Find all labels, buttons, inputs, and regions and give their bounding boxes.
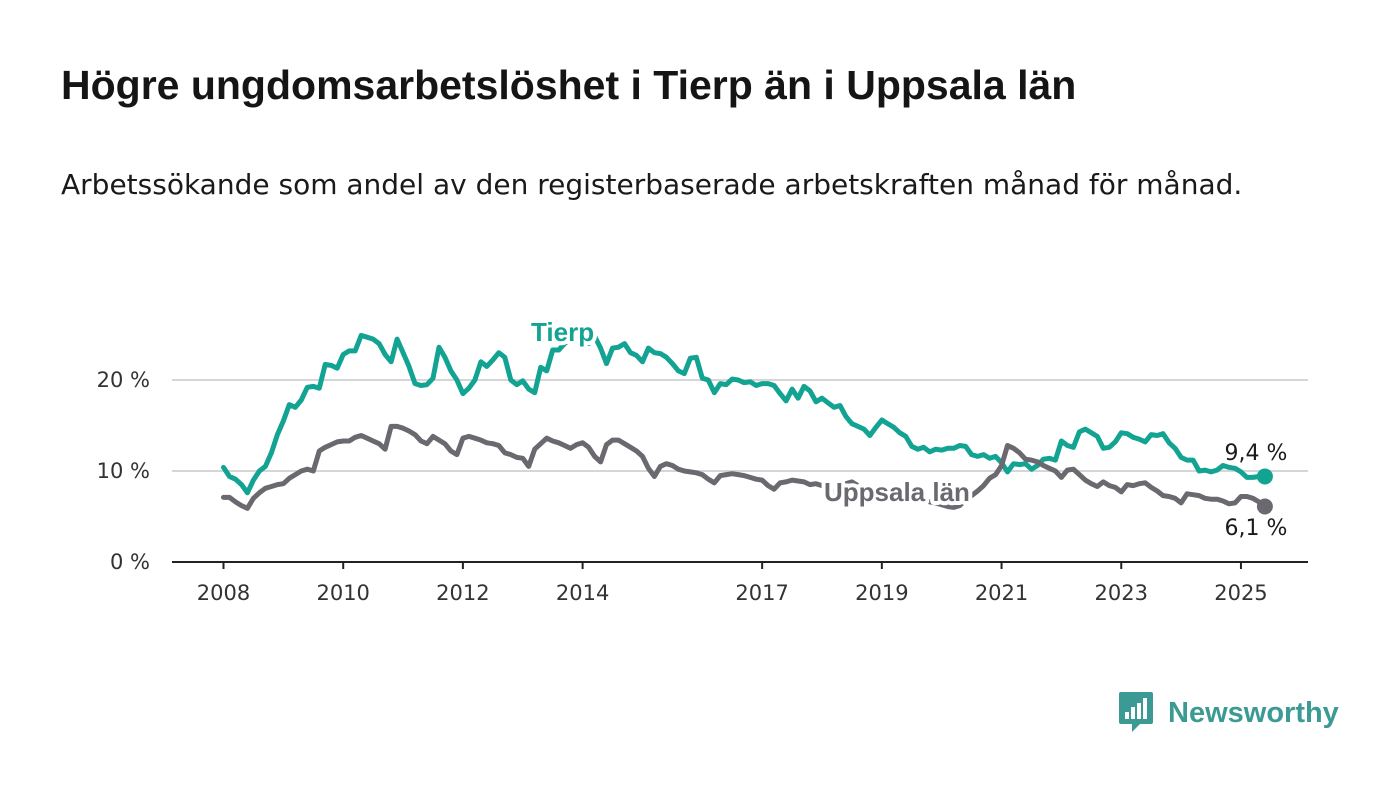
newsworthy-logo-icon bbox=[1119, 692, 1153, 732]
x-tick-label: 2023 bbox=[1095, 581, 1148, 605]
x-tick-label: 2014 bbox=[556, 581, 609, 605]
uppsala-lan-series-label: Uppsala län bbox=[824, 477, 970, 507]
y-tick-label: 20 % bbox=[97, 368, 150, 392]
tierp-line bbox=[221, 330, 1268, 496]
x-tick-label: 2019 bbox=[855, 581, 908, 605]
uppsala-lan-end-label-halo: 6,1 % bbox=[1225, 516, 1288, 541]
tierp-end-label: 9,4 % bbox=[1225, 441, 1288, 466]
tierp-end-point bbox=[1256, 468, 1273, 485]
x-tick-label: 2017 bbox=[735, 581, 788, 605]
uppsala-lan-line bbox=[221, 423, 1268, 511]
y-tick-label: 0 % bbox=[110, 550, 150, 574]
tierp-end-label-halo: 9,4 % bbox=[1225, 441, 1288, 466]
uppsala-lan-series-label-halo: Uppsala län bbox=[824, 477, 970, 507]
tierp-series-label: Tierp bbox=[531, 317, 594, 347]
chart-subtitle: Arbetssökande som andel av den registerb… bbox=[61, 168, 1243, 201]
tierp-series-label-halo: Tierp bbox=[531, 317, 594, 347]
uppsala-lan-end-point bbox=[1256, 498, 1273, 515]
x-tick-label: 2008 bbox=[197, 581, 250, 605]
y-tick-label: 10 % bbox=[97, 459, 150, 483]
chart-title: Högre ungdomsarbetslöshet i Tierp än i U… bbox=[61, 62, 1077, 108]
uppsala-lan-end-label: 6,1 % bbox=[1225, 516, 1288, 541]
newsworthy-logo-text: Newsworthy bbox=[1168, 696, 1339, 729]
x-tick-label: 2012 bbox=[436, 581, 489, 605]
x-tick-label: 2010 bbox=[316, 581, 369, 605]
x-tick-label: 2021 bbox=[975, 581, 1028, 605]
x-tick-label: 2025 bbox=[1214, 581, 1267, 605]
newsworthy-logo: Newsworthy bbox=[1118, 690, 1339, 736]
